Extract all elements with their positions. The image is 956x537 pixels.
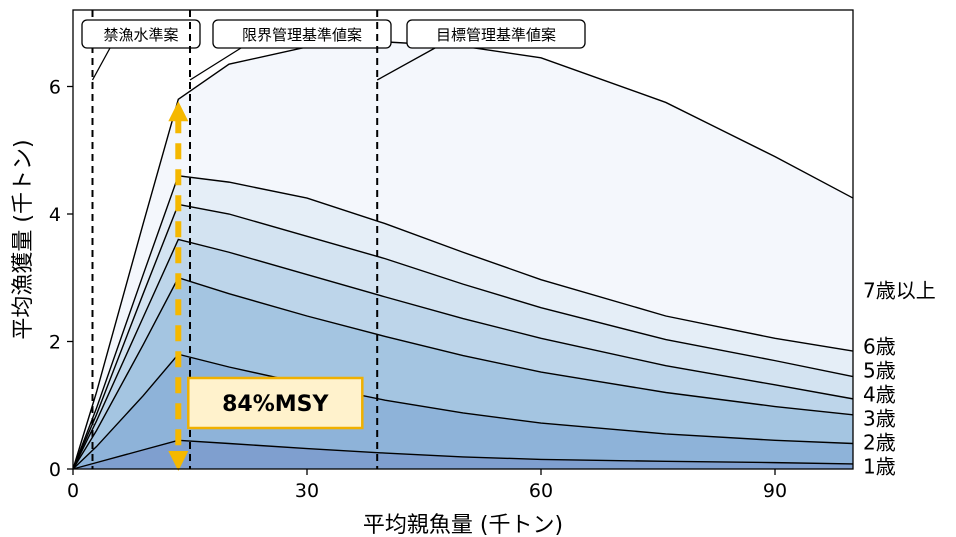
- ref-label-box-1: [81, 19, 201, 49]
- ref-label-box-3: [406, 19, 586, 49]
- y-tick-label: 4: [49, 204, 61, 226]
- y-tick-label: 0: [49, 459, 61, 481]
- plot-frame: [72, 9, 854, 470]
- y-tick-label: 2: [49, 332, 61, 354]
- age-label: 2歳: [863, 430, 896, 454]
- age-label: 3歳: [863, 406, 896, 430]
- band-boundary-6: [72, 174, 854, 470]
- band-7: [73, 41, 853, 469]
- msy-annotation: 84%MSY: [168, 101, 364, 471]
- y-axis-title: 平均漁獲量 (千トン): [11, 139, 36, 339]
- msy-box: [187, 376, 364, 430]
- band-boundary-5: [72, 203, 854, 470]
- ref-label-box-2: [212, 19, 392, 49]
- band-boundary-4: [72, 238, 854, 470]
- axis-ticks: 0 30 60 90 0 2 4 6: [49, 77, 787, 503]
- age-label: 4歳: [863, 382, 896, 406]
- msy-label: 84%MSY: [222, 392, 329, 417]
- x-tick-label: 90: [763, 480, 787, 502]
- band-3: [73, 277, 853, 469]
- age-label: 7歳以上: [863, 279, 936, 303]
- age-label: 5歳: [863, 358, 896, 382]
- ref-leader-2: [189, 47, 242, 81]
- ref-leader-1: [91, 47, 111, 81]
- msy-arrow-head-down: [168, 451, 189, 471]
- band-boundary-3: [72, 276, 854, 470]
- y-tick-label: 6: [49, 77, 61, 99]
- band-4: [73, 239, 853, 469]
- reference-lines: 禁漁水準案 限界管理基準値案 目標管理基準値案: [81, 10, 586, 469]
- age-label: 1歳: [863, 454, 896, 478]
- msy-arrow-head-up: [168, 101, 189, 122]
- ref-label-2: 限界管理基準値案: [242, 26, 362, 44]
- x-axis-title: 平均親魚量 (千トン): [363, 513, 563, 537]
- band-boundary-1: [72, 439, 854, 470]
- x-tick-label: 30: [295, 480, 319, 502]
- ref-leader-3: [376, 47, 436, 81]
- age-label: 6歳: [863, 334, 896, 358]
- x-tick-label: 0: [67, 480, 79, 502]
- x-tick-label: 60: [529, 480, 553, 502]
- age-boundary-lines: [72, 41, 854, 470]
- ref-label-1: 禁漁水準案: [103, 26, 178, 44]
- ref-label-3: 目標管理基準値案: [436, 26, 556, 44]
